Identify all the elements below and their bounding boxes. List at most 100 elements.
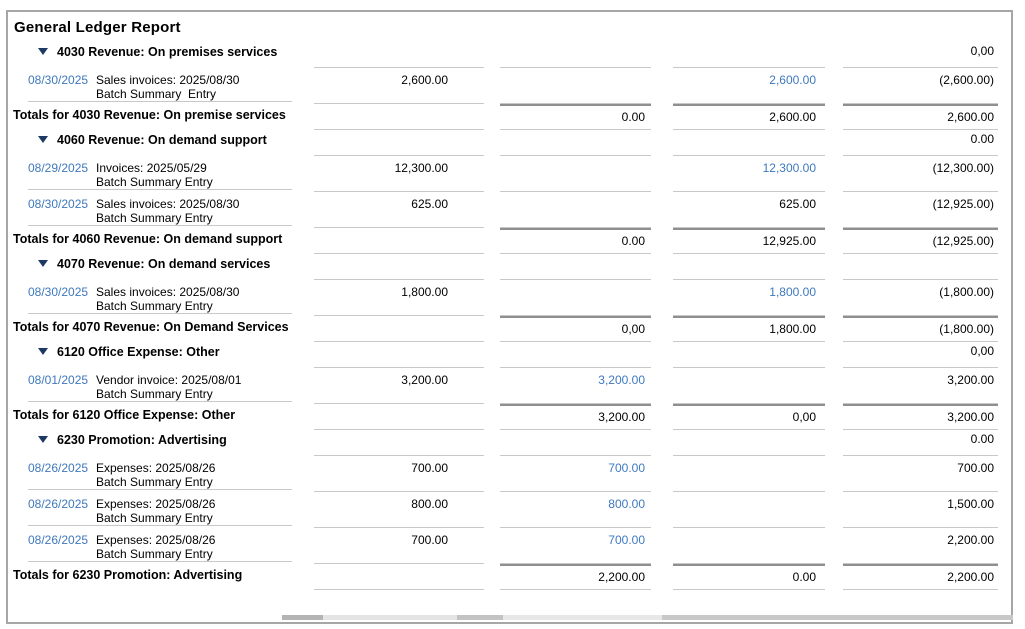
- transaction-date-link[interactable]: 08/30/2025: [28, 73, 89, 87]
- column-gap: [825, 368, 843, 404]
- collapse-triangle-icon[interactable]: [38, 436, 48, 443]
- totals-amount-text: 3,200.00: [947, 410, 994, 424]
- totals-amount-text: 2,200.00: [598, 570, 645, 584]
- opening-balance-text: 0,00: [970, 44, 994, 58]
- account-section-header: 4060 Revenue: On demand support: [8, 130, 314, 156]
- column-gap: [484, 342, 500, 368]
- balance-cell: (12,300.00): [843, 156, 998, 192]
- transaction-date-link[interactable]: 08/01/2025: [28, 373, 89, 387]
- balance-cell: 3,200.00: [843, 404, 998, 430]
- transaction-left-cell: 08/01/2025 Vendor invoice: 2025/08/01 Batc…: [8, 368, 314, 404]
- opening-balance-text: 0.00: [970, 432, 994, 446]
- column-gap: [825, 456, 843, 492]
- account-section-row: 4060 Revenue: On demand support 0.00: [8, 130, 1011, 156]
- account-section-label: 6120 Office Expense: Other: [57, 345, 220, 359]
- collapse-triangle-icon[interactable]: [38, 348, 48, 355]
- amount-cell-1: 2,600.00: [314, 68, 484, 104]
- clipped-segment: [457, 615, 503, 620]
- column-gap: [651, 254, 673, 280]
- totals-amount-text: 0.00: [621, 234, 645, 248]
- totals-amount-text: 0,00: [792, 410, 816, 424]
- column-gap: [651, 68, 673, 104]
- description-line-2: Batch Summary Entry: [96, 511, 213, 525]
- balance-cell: 2,600.00: [843, 104, 998, 130]
- transaction-date-link[interactable]: 08/26/2025: [28, 533, 89, 547]
- column-gap: [825, 254, 843, 280]
- column-gap: [651, 316, 673, 342]
- column-gap: [651, 42, 673, 68]
- credit-cell: [673, 456, 825, 492]
- transaction-description: Sales invoices: 2025/08/30 Batch Summary …: [96, 285, 292, 313]
- balance-cell: (1,800.00): [843, 280, 998, 316]
- transaction-row: 08/26/2025 Expenses: 2025/08/26 Batch Summ…: [8, 492, 1011, 528]
- amount-text: 3,200.00: [947, 373, 994, 387]
- column-gap: [484, 456, 500, 492]
- column-gap: [825, 564, 843, 590]
- debit-cell: [500, 68, 651, 104]
- transaction-description: Vendor invoice: 2025/08/01 Batch Summary …: [96, 373, 292, 401]
- credit-cell: [673, 528, 825, 564]
- column-gap: [825, 192, 843, 228]
- amount-text: 700.00: [957, 461, 994, 475]
- transaction-date-link[interactable]: 08/30/2025: [28, 285, 89, 299]
- drilldown-amount-link[interactable]: 800.00: [608, 497, 645, 511]
- column-gap: [651, 528, 673, 564]
- drilldown-amount-link[interactable]: 700.00: [608, 461, 645, 475]
- transaction-description: Sales invoices: 2025/08/30 Batch Summary …: [96, 73, 292, 101]
- totals-row: Totals for 4070 Revenue: On Demand Servi…: [8, 316, 1011, 342]
- amount-cell-1: [314, 130, 484, 156]
- description-line-2: Batch Summary Entry: [96, 475, 213, 489]
- column-gap: [484, 528, 500, 564]
- balance-cell: 0.00: [843, 430, 998, 456]
- column-gap: [825, 342, 843, 368]
- clipped-segment: [282, 615, 323, 620]
- collapse-triangle-icon[interactable]: [38, 136, 48, 143]
- drilldown-amount-link[interactable]: 700.00: [608, 533, 645, 547]
- debit-cell: 0,00: [500, 316, 651, 342]
- account-section-label: 4070 Revenue: On demand services: [57, 257, 271, 271]
- transaction-date-link[interactable]: 08/26/2025: [28, 461, 89, 475]
- transaction-text-wrap: 08/01/2025 Vendor invoice: 2025/08/01 Batc…: [28, 368, 292, 402]
- credit-cell: 1,800.00: [673, 316, 825, 342]
- drilldown-amount-link[interactable]: 12,300.00: [762, 161, 816, 175]
- column-gap: [825, 430, 843, 456]
- description-line-2: Batch Summary Entry: [96, 211, 213, 225]
- totals-amount-text: 12,925.00: [762, 234, 816, 248]
- totals-row: Totals for 6230 Promotion: Advertising 2,…: [8, 564, 1011, 590]
- account-section-label: 6230 Promotion: Advertising: [57, 433, 227, 447]
- debit-cell: [500, 342, 651, 368]
- description-line-1: Sales invoices: 2025/08/30: [96, 73, 240, 87]
- debit-cell: [500, 156, 651, 192]
- report-frame: General Ledger Report 4030 Revenue: On p…: [6, 10, 1013, 624]
- account-section-header: 4030 Revenue: On premises services: [8, 42, 314, 68]
- transaction-left-cell: 08/30/2025 Sales invoices: 2025/08/30 Batc…: [8, 280, 314, 316]
- transaction-text-wrap: 08/29/2025 Invoices: 2025/05/29 Batch Summ…: [28, 156, 292, 190]
- transaction-description: Expenses: 2025/08/26 Batch Summary Entry: [96, 533, 292, 561]
- transaction-date-link[interactable]: 08/30/2025: [28, 197, 89, 211]
- totals-label: Totals for 6230 Promotion: Advertising: [13, 568, 243, 582]
- transaction-date-link[interactable]: 08/26/2025: [28, 497, 89, 511]
- column-gap: [484, 254, 500, 280]
- row-end-pad: [998, 564, 1011, 590]
- amount-text: (1,800.00): [939, 285, 994, 299]
- amount-cell-1: [314, 430, 484, 456]
- transaction-text-wrap: 08/26/2025 Expenses: 2025/08/26 Batch Summ…: [28, 492, 292, 526]
- debit-cell: [500, 42, 651, 68]
- drilldown-amount-link[interactable]: 2,600.00: [769, 73, 816, 87]
- amount-text: 2,600.00: [401, 73, 448, 87]
- column-gap: [651, 404, 673, 430]
- column-gap: [484, 316, 500, 342]
- column-gap: [825, 316, 843, 342]
- column-gap: [825, 68, 843, 104]
- totals-row: Totals for 4060 Revenue: On demand suppo…: [8, 228, 1011, 254]
- credit-cell: [673, 368, 825, 404]
- collapse-triangle-icon[interactable]: [38, 48, 48, 55]
- collapse-triangle-icon[interactable]: [38, 260, 48, 267]
- balance-cell: 0.00: [843, 130, 998, 156]
- balance-cell: 0,00: [843, 42, 998, 68]
- drilldown-amount-link[interactable]: 3,200.00: [598, 373, 645, 387]
- transaction-text-wrap: 08/30/2025 Sales invoices: 2025/08/30 Batc…: [28, 68, 292, 102]
- drilldown-amount-link[interactable]: 1,800.00: [769, 285, 816, 299]
- amount-cell-1: 700.00: [314, 456, 484, 492]
- transaction-date-link[interactable]: 08/29/2025: [28, 161, 89, 175]
